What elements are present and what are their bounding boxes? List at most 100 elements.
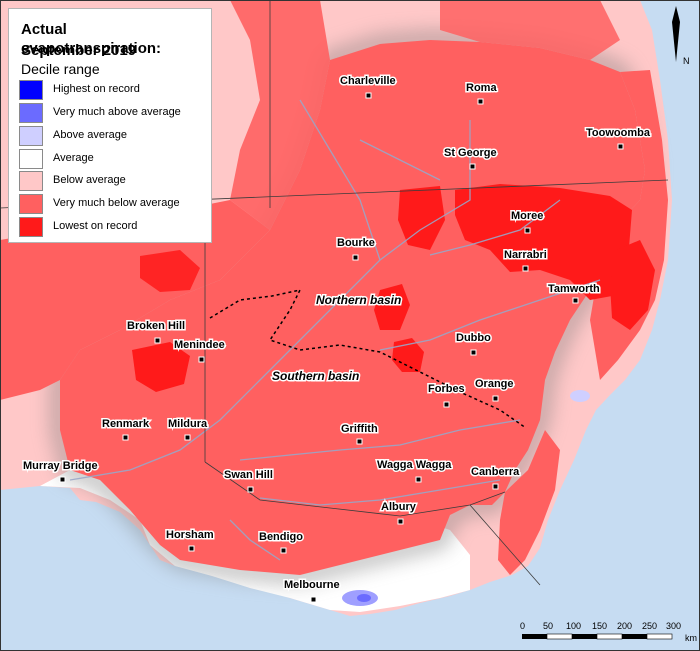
legend-swatch [19, 126, 43, 146]
lowest-record-patch-gwydir [398, 186, 445, 250]
basin-divide [209, 288, 527, 429]
city-marker [443, 401, 450, 408]
city-label-forbes: Forbes [428, 383, 465, 395]
city-label-wagga-wagga: Wagga Wagga [377, 459, 452, 471]
scale-tick-label: 200 [617, 621, 632, 631]
scale-bar-segment [596, 633, 623, 640]
legend-label: Below average [53, 174, 126, 186]
city-marker [247, 486, 254, 493]
city-marker [415, 476, 422, 483]
city-label-bourke: Bourke [337, 237, 375, 249]
lowest-record-patch-menindee [132, 342, 190, 392]
city-marker [492, 395, 499, 402]
city-marker [522, 265, 529, 272]
city-marker [198, 356, 205, 363]
scale-tick-label: 50 [543, 621, 553, 631]
city-marker [492, 483, 499, 490]
city-label-bendigo: Bendigo [259, 531, 303, 543]
scale-tick-label: 0 [520, 621, 525, 631]
legend-swatch [19, 103, 43, 123]
lowest-record-patch-macquarie [374, 284, 410, 330]
city-label-canberra: Canberra [471, 466, 520, 478]
north-arrow-icon [672, 6, 680, 62]
southeast-dry-strip [498, 430, 560, 575]
legend-date: September 2019 [21, 42, 137, 59]
city-label-mildura: Mildura [168, 418, 208, 430]
scale-bar-segment [546, 633, 573, 640]
legend-title: Actual evapotranspiration: [21, 21, 162, 57]
scale-tick-label: 100 [566, 621, 581, 631]
scale-bar-segment [646, 633, 673, 640]
city-marker [154, 337, 161, 344]
legend-swatch [19, 194, 43, 214]
city-marker [188, 545, 195, 552]
scale-bar-segment [522, 634, 547, 639]
north-arrow: N [672, 6, 690, 66]
lowest-record-patch-west [140, 250, 200, 292]
city-marker [356, 438, 363, 445]
legend-label: Very much above average [53, 106, 181, 118]
scale-tick-label: 250 [642, 621, 657, 631]
city-label-broken-hill: Broken Hill [127, 320, 185, 332]
northern-basin-label: Northern basin [316, 293, 401, 307]
scale-unit-label: km [685, 633, 697, 643]
scale-tick-label: 150 [592, 621, 607, 631]
lowest-record-patch-coast [610, 240, 655, 330]
city-label-albury: Albury [381, 501, 417, 513]
city-marker [122, 434, 129, 441]
map-legend: Actual evapotranspiration: September 201… [8, 8, 212, 243]
scale-bar-segment [572, 634, 597, 639]
lowest-record-patch-north [455, 184, 632, 300]
city-marker [280, 547, 287, 554]
city-marker [365, 92, 372, 99]
city-marker [572, 297, 579, 304]
scale-bar: 0 50 100 150 200 250 300 km [520, 621, 697, 643]
city-label-narrabri: Narrabri [504, 249, 547, 261]
city-label-dubbo: Dubbo [456, 332, 491, 344]
river-network [69, 99, 601, 561]
city-label-st-george: St George [444, 147, 497, 159]
northern-dry-region [230, 0, 330, 230]
north-arrow-label: N [683, 56, 690, 66]
city-marker [59, 476, 66, 483]
city-marker [477, 98, 484, 105]
city-marker [397, 518, 404, 525]
city-label-tamworth: Tamworth [548, 283, 600, 295]
southern-basin-label: Southern basin [272, 369, 359, 383]
city-label-griffith: Griffith [341, 423, 378, 435]
city-marker [469, 163, 476, 170]
legend-swatch [19, 171, 43, 191]
legend-subtitle: Decile range [21, 61, 100, 77]
scale-bar-segment [622, 634, 647, 639]
scale-tick-label: 300 [666, 621, 681, 631]
western-dry-region [0, 200, 270, 400]
city-label-horsham: Horsham [166, 529, 214, 541]
city-label-toowoomba: Toowoomba [586, 127, 651, 139]
city-marker [524, 227, 531, 234]
city-marker [184, 434, 191, 441]
city-label-roma: Roma [466, 82, 497, 94]
basin-region [60, 40, 645, 575]
city-label-murray-bridge: Murray Bridge [23, 460, 98, 472]
legend-swatch [19, 149, 43, 169]
city-marker [352, 254, 359, 261]
legend-label: Very much below average [53, 197, 180, 209]
city-label-orange: Orange [475, 378, 514, 390]
city-marker [470, 349, 477, 356]
city-marker [617, 143, 624, 150]
legend-label: Above average [53, 129, 127, 141]
very-much-above-patch [357, 594, 371, 602]
city-label-charleville: Charleville [340, 75, 396, 87]
city-marker [310, 596, 317, 603]
legend-label: Lowest on record [53, 220, 138, 232]
city-markers: Charleville Roma Toowoomba St George Mor… [22, 74, 652, 603]
legend-swatch [19, 80, 43, 100]
city-label-melbourne: Melbourne [284, 579, 340, 591]
legend-label: Highest on record [53, 83, 140, 95]
city-label-swan-hill: Swan Hill [224, 469, 273, 481]
city-label-renmark: Renmark [102, 418, 150, 430]
above-average-patch-east [570, 390, 590, 402]
city-label-moree: Moree [511, 210, 543, 222]
northeast-dry-region [440, 0, 620, 60]
